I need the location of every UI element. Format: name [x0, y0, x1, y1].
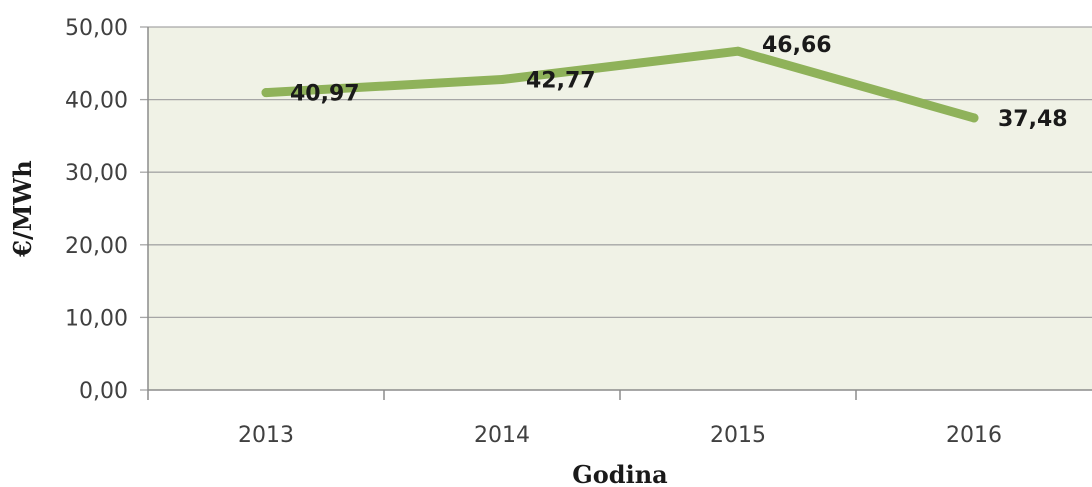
y-axis-tick-labels: 0,00 10,00 20,00 30,00 40,00 50,00	[65, 16, 128, 404]
data-point	[261, 88, 271, 98]
y-tick-label: 50,00	[65, 16, 128, 41]
x-tick-label: 2015	[710, 423, 766, 448]
x-tick-label: 2014	[474, 423, 530, 448]
y-tick-label: 20,00	[65, 234, 128, 259]
data-label: 46,66	[762, 33, 832, 58]
x-tick-label: 2016	[946, 423, 1002, 448]
data-label: 37,48	[998, 107, 1068, 132]
y-tick-label: 0,00	[79, 379, 128, 404]
y-axis-title: €/MWh	[8, 160, 37, 257]
data-point	[497, 74, 507, 84]
series-line	[261, 46, 979, 123]
y-tick-label: 10,00	[65, 306, 128, 331]
data-labels: 40,97 42,77 46,66 37,48	[290, 33, 1068, 132]
y-tick-label: 40,00	[65, 89, 128, 114]
x-tick-label: 2013	[238, 423, 294, 448]
gridlines	[140, 26, 1092, 391]
x-axis-title: Godina	[572, 460, 667, 487]
data-label: 40,97	[290, 82, 360, 107]
x-axis: 2013 2014 2015 2016	[147, 27, 1092, 448]
data-point	[969, 113, 979, 123]
data-point	[733, 46, 743, 56]
series-group	[261, 46, 979, 123]
y-tick-label: 30,00	[65, 161, 128, 186]
data-label: 42,77	[526, 68, 596, 93]
